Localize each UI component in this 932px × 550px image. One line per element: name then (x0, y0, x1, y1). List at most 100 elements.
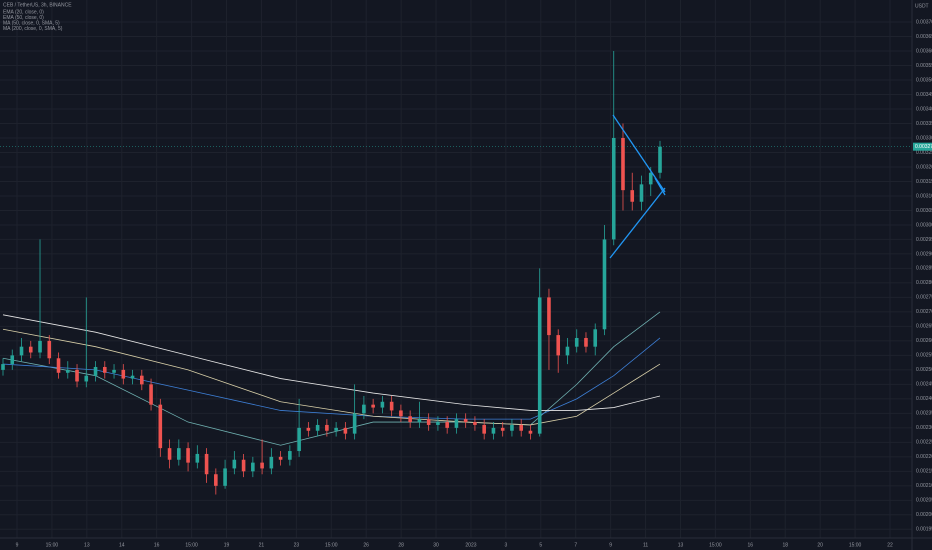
x-tick-label: 20 (817, 542, 823, 548)
legend-entry: MA (200, close, 0, SMA, 5) (3, 26, 63, 32)
x-tick-label: 23 (294, 542, 300, 548)
candle-body (38, 340, 42, 353)
candle-body (454, 419, 459, 428)
candle-body (593, 329, 598, 347)
candle-body (408, 416, 412, 423)
candle-body (214, 474, 218, 486)
candle-body (1, 364, 5, 370)
candle-body (84, 375, 89, 382)
candle-body (102, 366, 107, 373)
candle-body (130, 375, 135, 379)
candle-body (56, 358, 61, 373)
candle-body (158, 404, 163, 449)
candle-body (491, 427, 496, 434)
candle-body (288, 451, 292, 460)
candle-body (65, 369, 70, 373)
candle-body (352, 413, 357, 434)
legend: EMA (20, close, 0)EMA (50, close, 0)MA (… (3, 9, 63, 32)
candle-body (306, 427, 311, 431)
y-tick-label: 0.00195 (916, 527, 932, 533)
y-tick-label: 0.00225 (916, 440, 932, 446)
candle-body (121, 369, 126, 379)
y-tick-label: 0.00355 (916, 63, 932, 69)
y-tick-label: 0.00335 (916, 121, 932, 127)
candle-body (547, 297, 551, 336)
x-tick-label: 9 (16, 542, 19, 548)
y-tick-label: 0.00285 (916, 266, 932, 272)
x-tick-label: 15:00 (709, 542, 722, 548)
y-tick-label: 0.00295 (916, 237, 932, 243)
legend-entry: MA (50, close, 0, SMA, 5) (3, 20, 60, 26)
x-tick-label: 15:00 (185, 542, 198, 548)
candle-body (343, 427, 348, 434)
candle-body (574, 337, 579, 347)
candle-body (417, 419, 422, 423)
candle-body (93, 366, 98, 376)
candle-body (297, 427, 301, 452)
candle-body (177, 448, 181, 460)
y-tick-label: 0.00235 (916, 411, 932, 417)
candle-body (260, 462, 264, 469)
candle-body (10, 355, 15, 365)
candle-body (75, 369, 79, 382)
candle-body (648, 172, 653, 185)
x-tick-label: 14 (119, 542, 125, 548)
x-tick-label: 16 (154, 542, 160, 548)
x-tick-label: 15:00 (849, 542, 862, 548)
candle-body (602, 239, 607, 330)
x-tick-label: 15:00 (325, 542, 338, 548)
candle-body (325, 424, 329, 431)
candle-body (269, 456, 274, 469)
candle-body (362, 404, 366, 414)
candle-body (371, 404, 375, 408)
candle-body (510, 424, 514, 431)
candle-body (500, 427, 505, 431)
y-tick-label: 0.00305 (916, 208, 932, 214)
x-tick-label: 19 (224, 542, 230, 548)
chart-title: CEB / TetherUS, 3h, BINANCE (3, 2, 72, 8)
candle-body (47, 340, 52, 359)
candle-body (584, 337, 588, 347)
x-tick-label: 3 (504, 542, 507, 548)
candle-body (149, 384, 153, 405)
candle-body (28, 346, 33, 353)
candle-body (639, 184, 644, 202)
legend-entry: EMA (50, close, 0) (3, 15, 44, 21)
plot (0, 51, 912, 495)
candle-body (630, 190, 635, 202)
x-tick-label: 28 (398, 542, 404, 548)
trendline (609, 187, 666, 259)
candle-body (204, 453, 209, 475)
x-tick-label: 18 (782, 542, 788, 548)
y-tick-label: 0.00345 (916, 92, 932, 98)
x-tick-label: 16 (748, 542, 754, 548)
candle-body (112, 369, 116, 373)
legend-entry: EMA (20, close, 0) (3, 9, 44, 15)
candle-body (389, 401, 394, 411)
candle-body (186, 448, 190, 463)
candle-body (537, 297, 542, 434)
candle-body (399, 410, 403, 417)
last-price-label: 0.00327 (915, 144, 932, 150)
candle-body (611, 137, 616, 240)
x-tick-label: 21 (259, 542, 265, 548)
grid (0, 0, 912, 538)
candle-body (519, 424, 523, 431)
candle-body (436, 422, 440, 425)
x-tick-label: 22 (887, 542, 893, 548)
candle-body (334, 427, 338, 431)
candle-body (565, 346, 570, 356)
candle-body (473, 422, 477, 425)
candle-body (621, 137, 625, 191)
